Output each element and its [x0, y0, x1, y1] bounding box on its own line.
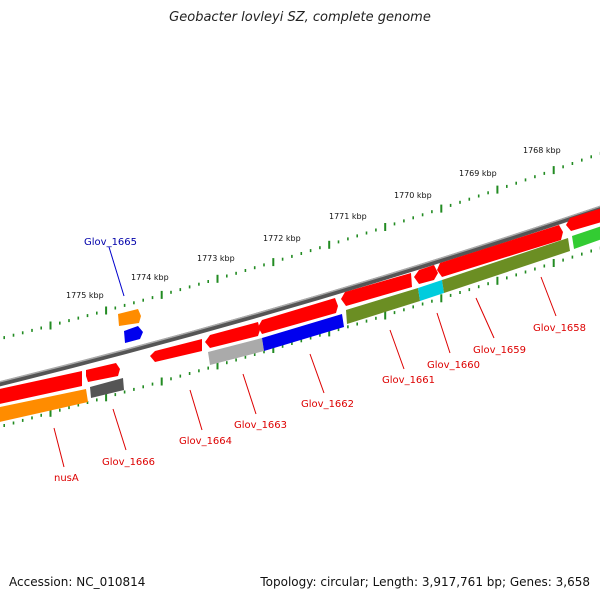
scale-label: 1770 kbp — [394, 191, 432, 200]
leader-line-nusA — [53, 427, 65, 468]
scale-label: 1773 kbp — [197, 254, 235, 263]
gene-label-glov-1662[interactable]: Glov_1662 — [301, 399, 354, 410]
gene-arrow-glov-1663[interactable] — [205, 322, 260, 348]
gene-label-glov-1663[interactable]: Glov_1663 — [234, 420, 287, 431]
gene-label-glov-1660[interactable]: Glov_1660 — [427, 360, 480, 371]
gene-label-nusA[interactable]: nusA — [54, 473, 79, 484]
gene-label-glov-1659[interactable]: Glov_1659 — [473, 345, 526, 356]
genome-backbone-highlight — [0, 205, 600, 383]
gene-arrow-glov-1661[interactable] — [341, 273, 412, 306]
category-genes — [0, 225, 600, 423]
gene-arrow-glov-1665-blue[interactable] — [124, 326, 143, 343]
leader-line-glov-1664 — [189, 389, 203, 431]
gene-arrow-glov-1665-orange[interactable] — [118, 309, 141, 326]
gene-arrow-glov-1658[interactable] — [566, 207, 600, 231]
accession-text: Accession: NC_010814 — [9, 575, 146, 589]
leader-line-glov-1658 — [540, 276, 557, 317]
genome-backbone — [0, 205, 600, 387]
gene-arrow-glov-1660[interactable] — [414, 265, 438, 284]
scale-labels: 1775 kbp 1774 kbp 1773 kbp 1772 kbp 1771… — [66, 146, 561, 300]
category-bar-glov-1661[interactable] — [346, 288, 420, 324]
map-title: Geobacter lovleyi SZ, complete genome — [169, 10, 431, 25]
gene-label-glov-1661[interactable]: Glov_1661 — [382, 375, 435, 386]
gene-label-glov-1665[interactable]: Glov_1665 — [84, 237, 137, 248]
category-bar-nusA[interactable] — [0, 389, 88, 423]
glov-1665-genes — [118, 309, 143, 343]
category-bar-glov-1658[interactable] — [572, 225, 600, 249]
leader-lines — [53, 246, 557, 468]
category-bar-glov-1660[interactable] — [418, 280, 444, 301]
leader-line-glov-1660 — [436, 312, 451, 354]
category-bar-glov-1666[interactable] — [90, 378, 124, 398]
scale-label: 1769 kbp — [459, 169, 497, 178]
gene-label-glov-1664[interactable]: Glov_1664 — [179, 436, 232, 447]
leader-line-glov-1666 — [112, 408, 127, 451]
scale-label: 1774 kbp — [131, 273, 169, 282]
gene-labels: Glov_1665 nusA Glov_1666 Glov_1664 Glov_… — [54, 237, 586, 484]
category-bar-glov-1662[interactable] — [262, 314, 344, 351]
gene-arrow-glov-1664[interactable] — [150, 339, 202, 362]
scale-label: 1775 kbp — [66, 291, 104, 300]
leader-line-glov-1661 — [389, 329, 405, 370]
gene-arrow[interactable] — [0, 371, 82, 405]
gene-label-glov-1666[interactable]: Glov_1666 — [102, 457, 155, 468]
gene-label-glov-1658[interactable]: Glov_1658 — [533, 323, 586, 334]
leader-line-glov-1663 — [242, 373, 257, 415]
scale-label: 1772 kbp — [263, 234, 301, 243]
scale-label: 1768 kbp — [523, 146, 561, 155]
topology-text: Topology: circular; Length: 3,917,761 bp… — [260, 575, 590, 589]
gene-arrow-glov-1659[interactable] — [437, 225, 563, 277]
inner-tick-ring — [3, 246, 600, 427]
gene-arrow-glov-1666[interactable] — [86, 363, 120, 382]
leader-line-glov-1662 — [309, 353, 325, 394]
scale-label: 1771 kbp — [329, 212, 367, 221]
gene-arrow-glov-1662[interactable] — [258, 298, 338, 334]
leader-line-glov-1659 — [475, 297, 495, 339]
forward-strand-genes — [0, 207, 600, 405]
outer-tick-ring — [3, 151, 600, 340]
category-bar-glov-1663[interactable] — [208, 338, 264, 365]
leader-line-glov-1665 — [108, 246, 125, 297]
category-bar-glov-1659[interactable] — [442, 238, 570, 293]
